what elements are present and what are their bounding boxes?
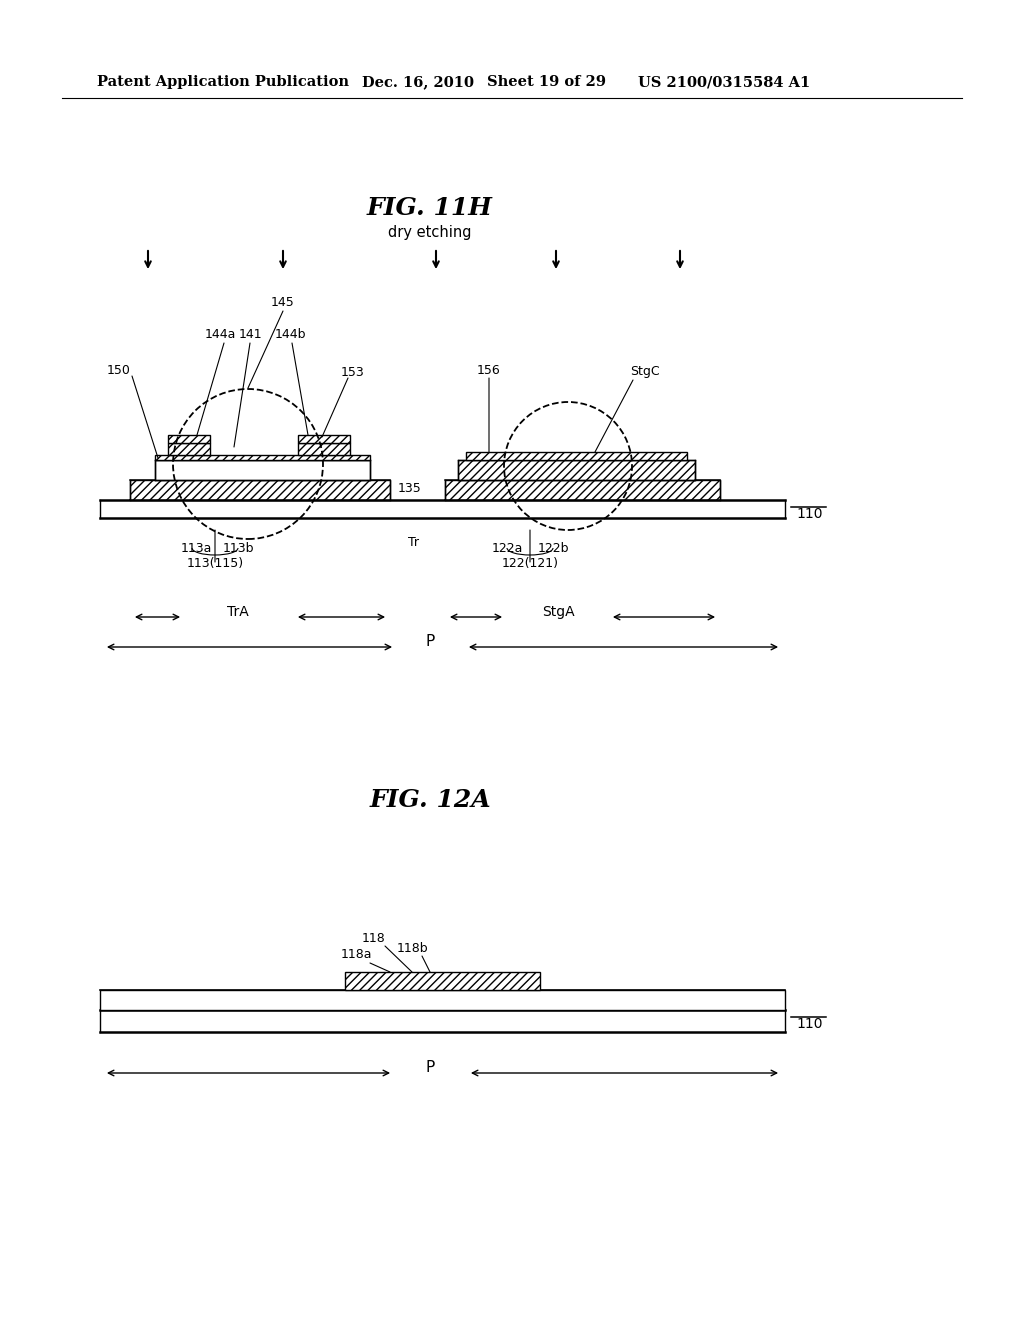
Bar xyxy=(155,455,370,459)
Text: TrA: TrA xyxy=(227,605,249,619)
Text: 110: 110 xyxy=(796,1016,822,1031)
Text: 110: 110 xyxy=(796,507,822,521)
Text: 144a: 144a xyxy=(205,329,236,342)
Text: 135: 135 xyxy=(398,482,422,495)
Text: 113(115): 113(115) xyxy=(186,557,244,569)
Text: 156: 156 xyxy=(477,363,501,376)
Text: Patent Application Publication: Patent Application Publication xyxy=(97,75,349,88)
Text: FIG. 11H: FIG. 11H xyxy=(367,195,493,220)
Text: 122a: 122a xyxy=(492,541,522,554)
Bar xyxy=(130,480,390,500)
Text: 144b: 144b xyxy=(274,329,306,342)
Text: P: P xyxy=(425,635,434,649)
Text: Tr: Tr xyxy=(408,536,419,549)
Bar xyxy=(458,459,695,480)
Text: Sheet 19 of 29: Sheet 19 of 29 xyxy=(487,75,606,88)
Text: 122b: 122b xyxy=(538,541,568,554)
Text: 145: 145 xyxy=(271,297,295,309)
Text: dry etching: dry etching xyxy=(388,224,472,239)
Bar xyxy=(298,436,350,444)
Text: 118b: 118b xyxy=(396,941,428,954)
Text: 113a: 113a xyxy=(180,541,212,554)
Text: StgC: StgC xyxy=(630,366,659,379)
Bar xyxy=(155,459,370,480)
Text: US 2100/0315584 A1: US 2100/0315584 A1 xyxy=(638,75,810,88)
Text: 122(121): 122(121) xyxy=(502,557,558,569)
Bar xyxy=(168,444,210,455)
Text: 118a: 118a xyxy=(340,949,372,961)
Text: StgA: StgA xyxy=(542,605,574,619)
Text: P: P xyxy=(425,1060,434,1076)
Text: FIG. 12A: FIG. 12A xyxy=(370,788,490,812)
Text: 113b: 113b xyxy=(222,541,254,554)
Text: 118: 118 xyxy=(362,932,386,945)
Text: 150: 150 xyxy=(108,363,131,376)
Bar xyxy=(298,444,350,455)
Bar xyxy=(466,451,687,459)
Bar xyxy=(345,972,540,990)
Text: Dec. 16, 2010: Dec. 16, 2010 xyxy=(362,75,474,88)
Bar xyxy=(168,436,210,444)
Bar xyxy=(445,480,720,500)
Text: 141: 141 xyxy=(239,329,262,342)
Bar xyxy=(100,990,785,1010)
Text: 153: 153 xyxy=(341,366,365,379)
